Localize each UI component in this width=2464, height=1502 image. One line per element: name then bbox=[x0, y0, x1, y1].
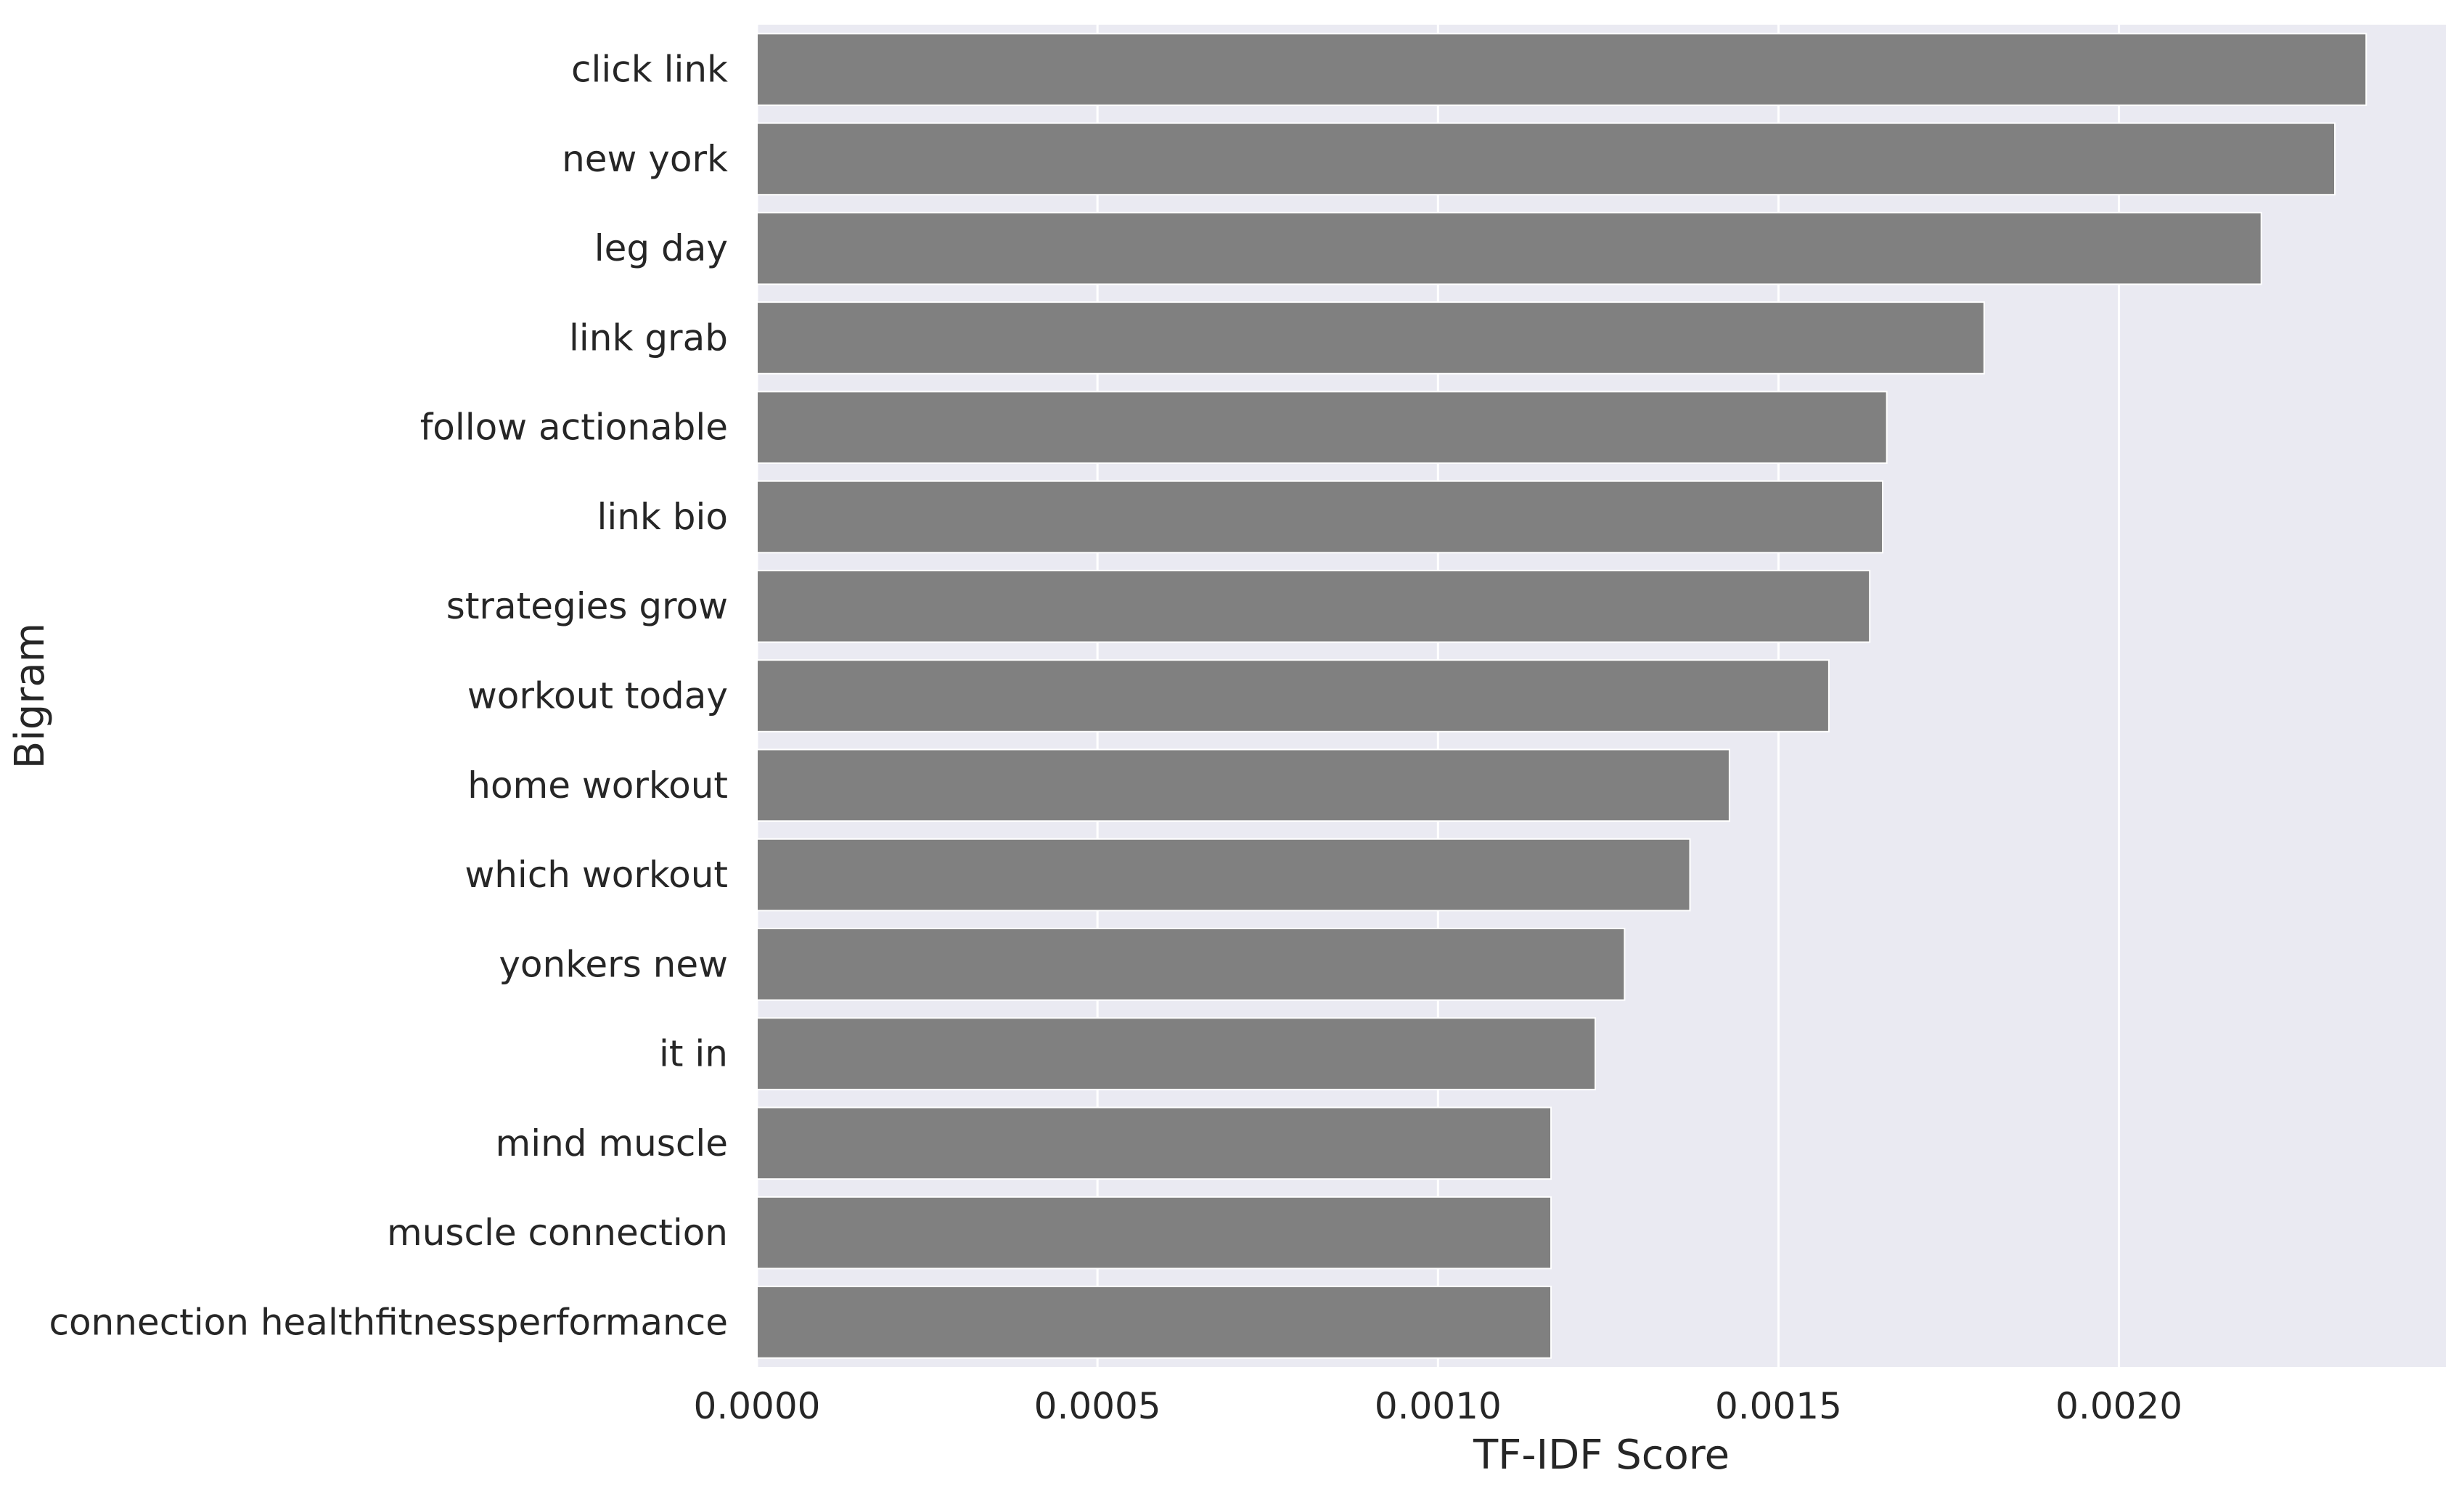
y-tick-label: which workout bbox=[464, 854, 728, 896]
y-tick-labels: click link new york leg day link grab follow… bbox=[49, 49, 728, 1344]
bar bbox=[756, 569, 1871, 643]
bar bbox=[756, 1106, 1552, 1180]
y-axis-label: Bigram bbox=[7, 623, 54, 769]
x-tick-label: 0.0015 bbox=[1715, 1385, 1842, 1427]
x-tick-label: 0.0020 bbox=[2055, 1385, 2182, 1427]
bar bbox=[756, 659, 1830, 732]
bars bbox=[756, 33, 2367, 1359]
bar bbox=[756, 1017, 1597, 1090]
x-tick-label: 0.0005 bbox=[1034, 1385, 1161, 1427]
x-tick-labels: 0.0000 0.0005 0.0010 0.0015 0.0020 bbox=[694, 1385, 2183, 1427]
bar bbox=[756, 301, 1985, 375]
bar bbox=[756, 33, 2367, 106]
bar bbox=[756, 211, 2262, 285]
x-tick-label: 0.0000 bbox=[694, 1385, 821, 1427]
bar bbox=[756, 1196, 1552, 1270]
x-tick-label: 0.0010 bbox=[1375, 1385, 1502, 1427]
y-tick-label: link bio bbox=[597, 496, 728, 538]
y-tick-label: new york bbox=[562, 138, 728, 180]
x-axis-label: TF-IDF Score bbox=[1473, 1432, 1730, 1479]
y-tick-label: click link bbox=[571, 49, 728, 91]
y-tick-label: leg day bbox=[594, 227, 728, 269]
y-tick-label: muscle connection bbox=[387, 1212, 728, 1254]
bar bbox=[756, 1286, 1552, 1359]
y-tick-label: mind muscle bbox=[495, 1122, 728, 1164]
y-tick-label: strategies grow bbox=[446, 585, 728, 627]
bar bbox=[756, 391, 1888, 465]
y-tick-label: connection healthfitnessperformance bbox=[49, 1301, 728, 1343]
bar bbox=[756, 480, 1884, 554]
y-tick-label: yonkers new bbox=[499, 943, 728, 985]
bar bbox=[756, 122, 2336, 196]
y-tick-label: it in bbox=[659, 1033, 728, 1075]
y-tick-label: follow actionable bbox=[420, 407, 728, 449]
y-tick-label: workout today bbox=[467, 675, 728, 717]
bar bbox=[756, 838, 1691, 912]
y-tick-label: link grab bbox=[569, 317, 728, 359]
bar bbox=[756, 927, 1626, 1001]
bar bbox=[756, 748, 1730, 823]
y-tick-label: home workout bbox=[467, 764, 728, 807]
